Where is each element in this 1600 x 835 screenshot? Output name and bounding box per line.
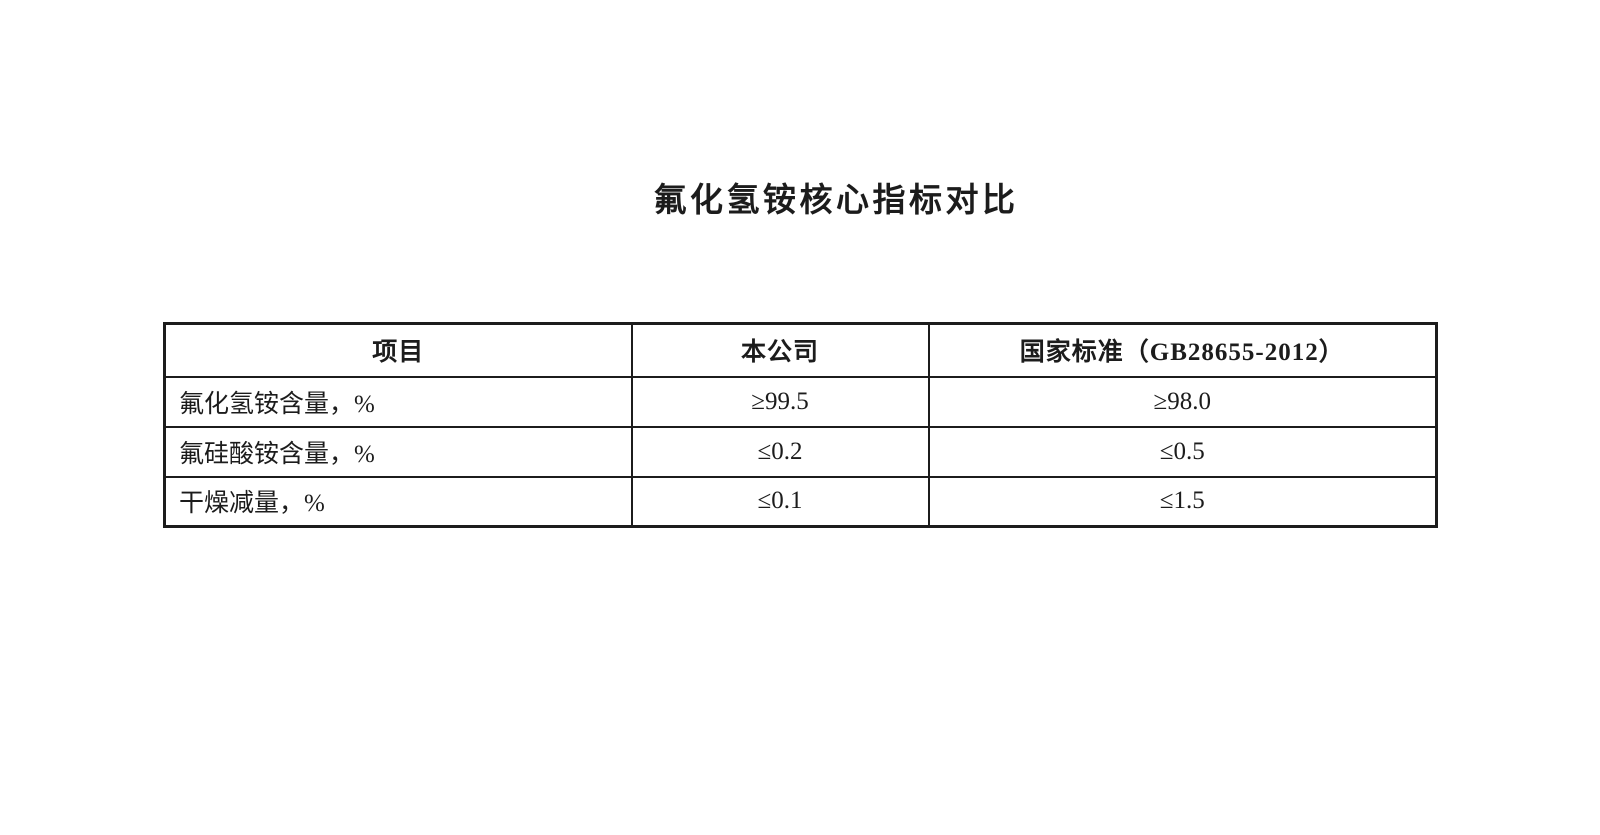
spec-comparison-table: 项目 本公司 国家标准（GB28655-2012） 氟化氢铵含量，% ≥99.5… <box>163 322 1438 528</box>
column-header-national-standard: 国家标准（GB28655-2012） <box>927 322 1438 378</box>
document-title: 氟化氢铵核心指标对比 <box>653 183 1019 219</box>
table-head: 项目 本公司 国家标准（GB28655-2012） <box>163 322 1438 378</box>
row-company-value: ≥99.5 <box>630 375 930 428</box>
column-header-item: 项目 <box>163 322 633 378</box>
row-item-label: 氟化氢铵含量，% <box>163 375 633 428</box>
table-header-row: 项目 本公司 国家标准（GB28655-2012） <box>163 322 1438 378</box>
row-standard-value: ≥98.0 <box>927 375 1438 428</box>
row-standard-value: ≤1.5 <box>927 475 1438 528</box>
row-item-label: 氟硅酸铵含量，% <box>163 425 633 478</box>
table-body: 氟化氢铵含量，% ≥99.5 ≥98.0 氟硅酸铵含量，% ≤0.2 ≤0.5 … <box>163 375 1438 528</box>
table-row: 氟化氢铵含量，% ≥99.5 ≥98.0 <box>163 375 1438 428</box>
row-item-label: 干燥减量，% <box>163 475 633 528</box>
table-row: 氟硅酸铵含量，% ≤0.2 ≤0.5 <box>163 425 1438 478</box>
table-row: 干燥减量，% ≤0.1 ≤1.5 <box>163 475 1438 528</box>
column-header-company: 本公司 <box>630 322 930 378</box>
row-company-value: ≤0.1 <box>630 475 930 528</box>
row-standard-value: ≤0.5 <box>927 425 1438 478</box>
row-company-value: ≤0.2 <box>630 425 930 478</box>
